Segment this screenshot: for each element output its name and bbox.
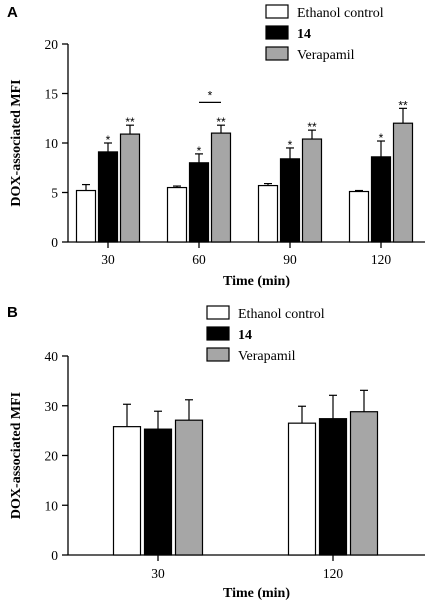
bar — [392, 122, 414, 243]
significance-mark: * — [106, 133, 111, 147]
bar — [188, 162, 210, 243]
bar — [112, 426, 142, 556]
significance-mark: ** — [398, 98, 408, 112]
x-tick-label: 30 — [151, 566, 165, 581]
bar — [97, 151, 119, 243]
significance-mark: ** — [125, 115, 135, 129]
legend-swatch — [265, 46, 289, 61]
bar — [257, 184, 279, 243]
legend-swatch — [265, 4, 289, 19]
bar — [119, 133, 141, 243]
bar — [75, 189, 97, 243]
y-tick-label: 10 — [45, 498, 59, 513]
bar — [370, 156, 392, 243]
significance-mark: ** — [307, 120, 317, 134]
legend: Ethanol control 14 Verapamil — [265, 4, 384, 63]
y-tick-label: 30 — [45, 399, 59, 414]
significance-mark: * — [288, 138, 293, 152]
bar — [349, 411, 379, 556]
chart-panel-b: B 0 10 20 30 40 DOX-associated MFI 30 120 Time (m… — [7, 304, 425, 601]
y-tick-label: 40 — [45, 349, 59, 364]
legend: Ethanol control 14 Verapamil — [206, 305, 325, 364]
y-tick-label: 5 — [51, 186, 58, 201]
y-tick-label: 15 — [45, 87, 59, 102]
y-tick-label: 0 — [51, 548, 58, 563]
x-axis-title: Time (min) — [223, 586, 290, 601]
significance-mark: * — [379, 131, 384, 145]
y-axis-title: DOX-associated MFI — [9, 392, 24, 519]
y-tick-label: 20 — [45, 37, 59, 52]
x-tick-label: 120 — [323, 566, 344, 581]
bar — [174, 419, 204, 556]
panel-letter: A — [7, 4, 18, 21]
x-tick-label: 30 — [101, 252, 115, 267]
y-tick-label: 20 — [45, 449, 59, 464]
legend-label: Verapamil — [238, 349, 296, 364]
legend-label: 14 — [238, 328, 252, 343]
legend-swatch — [265, 25, 289, 40]
y-axis-title: DOX-associated MFI — [9, 79, 24, 206]
bar — [318, 418, 348, 556]
legend-label: Verapamil — [297, 48, 355, 63]
x-tick-label: 120 — [371, 252, 392, 267]
bracket-significance-mark: * — [208, 88, 213, 102]
y-tick-label: 10 — [45, 136, 59, 151]
bar — [287, 422, 317, 556]
legend-label: 14 — [297, 27, 311, 42]
x-tick-label: 60 — [192, 252, 206, 267]
chart-panel-a: A 0 5 10 15 20 DOX-associated MFI 30 60 90 120 Time… — [7, 4, 425, 289]
significance-mark: ** — [216, 115, 226, 129]
bar — [143, 428, 173, 556]
significance-mark: * — [197, 144, 202, 158]
x-axis-title: Time (min) — [223, 274, 290, 289]
legend-swatch — [206, 305, 230, 320]
legend-label: Ethanol control — [238, 307, 325, 322]
bar — [210, 132, 232, 243]
panel-letter: B — [7, 304, 18, 321]
bar — [348, 190, 370, 243]
y-tick-label: 0 — [51, 235, 58, 250]
legend-swatch — [206, 326, 230, 341]
x-tick-label: 90 — [283, 252, 297, 267]
legend-swatch — [206, 347, 230, 362]
bar — [166, 186, 188, 243]
bar — [301, 138, 323, 243]
legend-label: Ethanol control — [297, 6, 384, 21]
bar — [279, 158, 301, 243]
